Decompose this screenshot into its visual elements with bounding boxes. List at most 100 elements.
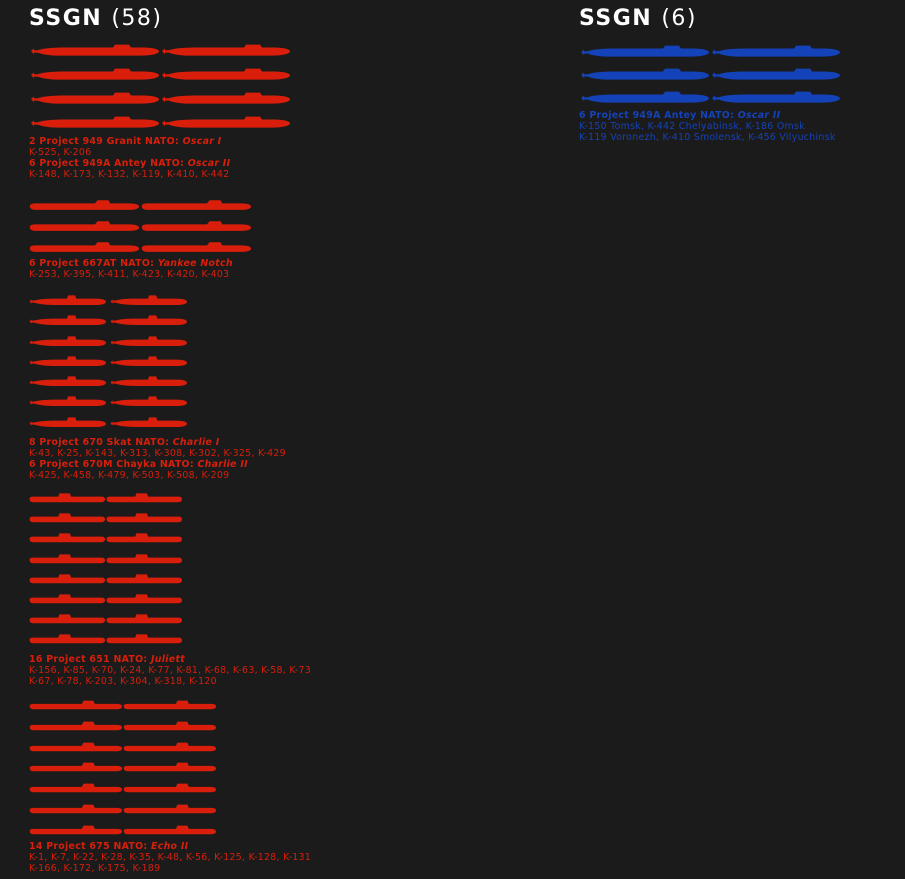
- title-count: (6): [661, 6, 698, 31]
- yankee-notch-submarine-icon: [141, 221, 251, 231]
- class-caption: 6 Project 949A Antey NATO: Oscar II K-150…: [579, 110, 841, 143]
- oscar-submarine-icon: [162, 68, 290, 80]
- oscar-submarine-icon: [712, 45, 840, 57]
- echo-submarine-icon: [29, 825, 122, 835]
- submarine-icon-grid: [29, 294, 286, 436]
- russia-column-title: SSGN (6): [579, 6, 697, 31]
- charlie-submarine-icon: [29, 417, 106, 427]
- class-name: 6 Project 667AT NATO:: [29, 258, 158, 269]
- nato-reporting-name: Charlie I: [172, 437, 220, 449]
- charlie-submarine-icon: [110, 417, 187, 427]
- oscar-submarine-icon: [581, 45, 709, 57]
- yankee-notch-submarine-icon: [29, 242, 139, 252]
- nato-reporting-name: Oscar II: [737, 110, 781, 121]
- title-label: SSGN: [29, 6, 103, 31]
- hull-numbers: K-425, K-458, K-479, K-503, K-508, K-209: [29, 470, 230, 482]
- echo-submarine-icon: [29, 763, 122, 772]
- juliett-submarine-icon: [29, 634, 105, 644]
- charlie-submarine-icon: [110, 396, 187, 407]
- class-heading: 6 Project 670M Chayka NATO: Charlie II: [29, 459, 286, 470]
- oscar-submarine-icon: [31, 92, 159, 104]
- class-name: 14 Project 675 NATO:: [29, 840, 152, 852]
- title-label: SSGN: [579, 6, 653, 31]
- oscar-submarine-icon: [712, 91, 840, 103]
- soviet-class-group: 6 Project 667AT NATO: Yankee Notch K-253,…: [29, 199, 253, 280]
- juliett-submarine-icon: [106, 513, 182, 523]
- soviet-class-group: 2 Project 949 Granit NATO: Oscar I K-525,…: [29, 44, 291, 180]
- charlie-submarine-icon: [110, 315, 187, 326]
- class-caption: 16 Project 651 NATO: Juliett K-156, K-85,…: [29, 654, 311, 687]
- class-name: 8 Project 670 Skat NATO:: [29, 437, 173, 449]
- juliett-submarine-icon: [29, 614, 105, 624]
- class-name: 6 Project 949A Antey NATO:: [29, 158, 188, 169]
- oscar-submarine-icon: [712, 68, 840, 80]
- hull-numbers: K-166, K-172, K-175, K-189: [29, 862, 161, 874]
- echo-submarine-icon: [123, 721, 216, 731]
- charlie-submarine-icon: [29, 335, 106, 346]
- class-heading: 6 Project 949A Antey NATO: Oscar II: [29, 158, 291, 169]
- echo-submarine-icon: [29, 721, 122, 731]
- oscar-submarine-icon: [581, 68, 709, 80]
- hull-numbers: K-119 Voronezh, K-410 Smolensk, K-456 Vi…: [579, 132, 836, 143]
- soviet-class-group: 16 Project 651 NATO: Juliett K-156, K-85,…: [29, 491, 311, 687]
- class-caption: 14 Project 675 NATO: Echo II K-1, K-7, K-…: [29, 841, 311, 874]
- nato-reporting-name: Charlie II: [197, 459, 248, 471]
- juliett-submarine-icon: [106, 574, 182, 583]
- class-heading: 6 Project 949A Antey NATO: Oscar II: [579, 110, 841, 121]
- echo-submarine-icon: [29, 783, 122, 793]
- nato-reporting-name: Oscar I: [182, 136, 222, 147]
- submarine-icon-grid: [29, 491, 311, 653]
- class-caption: 8 Project 670 Skat NATO: Charlie I K-43, …: [29, 437, 286, 481]
- charlie-submarine-icon: [29, 356, 106, 366]
- charlie-submarine-icon: [29, 315, 106, 326]
- juliett-submarine-icon: [29, 574, 105, 583]
- juliett-submarine-icon: [106, 634, 182, 644]
- class-heading: 16 Project 651 NATO: Juliett: [29, 654, 311, 665]
- hull-numbers: K-67, K-78, K-203, K-304, K-318, K-120: [29, 675, 217, 687]
- soviet-class-group: 14 Project 675 NATO: Echo II K-1, K-7, K-…: [29, 699, 311, 874]
- submarine-icon-grid: [29, 699, 311, 845]
- oscar-submarine-icon: [31, 68, 159, 80]
- yankee-notch-submarine-icon: [29, 200, 139, 210]
- oscar-submarine-icon: [162, 92, 290, 104]
- yankee-notch-submarine-icon: [141, 200, 251, 210]
- charlie-submarine-icon: [29, 376, 106, 387]
- class-heading: 6 Project 667AT NATO: Yankee Notch: [29, 258, 253, 269]
- submarine-icon-grid: [29, 199, 253, 262]
- yankee-notch-submarine-icon: [29, 221, 139, 231]
- russia-class-group: 6 Project 949A Antey NATO: Oscar II K-150…: [579, 45, 841, 143]
- juliett-submarine-icon: [29, 594, 105, 604]
- echo-submarine-icon: [123, 700, 216, 710]
- oscar-submarine-icon: [581, 91, 709, 103]
- charlie-submarine-icon: [110, 335, 187, 346]
- echo-submarine-icon: [123, 783, 216, 793]
- class-heading: 2 Project 949 Granit NATO: Oscar I: [29, 136, 291, 147]
- echo-submarine-icon: [123, 825, 216, 835]
- juliett-submarine-icon: [29, 513, 105, 523]
- hull-numbers: K-156, K-85, K-70, K-24, K-77, K-81, K-6…: [29, 664, 312, 676]
- oscar-submarine-icon: [162, 116, 290, 128]
- juliett-submarine-icon: [106, 493, 182, 503]
- echo-submarine-icon: [123, 763, 216, 772]
- class-name: 2 Project 949 Granit NATO:: [29, 136, 183, 147]
- nato-reporting-name: Juliett: [151, 653, 186, 665]
- hull-numbers: K-253, K-395, K-411, K-423, K-420, K-403: [29, 269, 230, 280]
- hull-numbers: K-150 Tomsk, K-442 Chelyabinsk, K-186 Om…: [579, 121, 805, 132]
- juliett-submarine-icon: [29, 533, 105, 543]
- charlie-submarine-icon: [110, 295, 187, 305]
- echo-submarine-icon: [123, 742, 216, 751]
- class-heading: 14 Project 675 NATO: Echo II: [29, 841, 311, 852]
- class-name: 6 Project 949A Antey NATO:: [579, 110, 738, 121]
- charlie-submarine-icon: [110, 376, 187, 387]
- charlie-submarine-icon: [29, 396, 106, 407]
- class-caption: 6 Project 667AT NATO: Yankee Notch K-253,…: [29, 258, 253, 280]
- class-name: 16 Project 651 NATO:: [29, 653, 152, 665]
- echo-submarine-icon: [29, 742, 122, 751]
- juliett-submarine-icon: [106, 553, 182, 563]
- submarine-icon-grid: [579, 45, 841, 114]
- oscar-submarine-icon: [31, 44, 159, 56]
- class-caption: 2 Project 949 Granit NATO: Oscar I K-525,…: [29, 136, 291, 180]
- echo-submarine-icon: [29, 804, 122, 814]
- hull-numbers: K-525, K-206: [29, 147, 92, 158]
- title-count: (58): [111, 6, 163, 31]
